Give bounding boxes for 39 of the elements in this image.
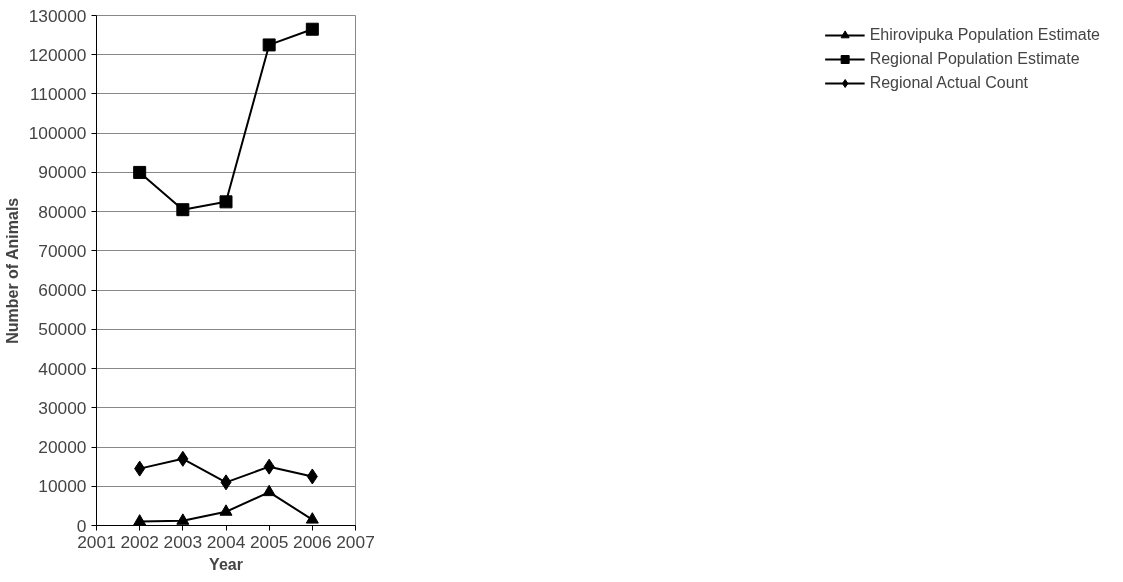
point: [263, 458, 275, 475]
legend-label: Regional Population Estimate: [869, 50, 1080, 68]
y-tick-label: 120000: [28, 44, 87, 65]
point: [262, 38, 276, 52]
y-tick-label: 130000: [28, 5, 87, 26]
point: [220, 474, 232, 491]
x-axis-title: Year: [209, 555, 243, 573]
point: [176, 513, 190, 525]
y-tick-label: 110000: [29, 83, 87, 104]
y-tick-label: 20000: [38, 437, 87, 458]
x-tick-label: 2004: [206, 531, 246, 552]
y-tick-label: 70000: [38, 240, 87, 261]
x-tick-label: 2007: [336, 531, 375, 552]
point: [219, 195, 233, 209]
point: [176, 203, 190, 217]
y-tick-label: 30000: [38, 397, 87, 418]
point: [177, 450, 189, 467]
point: [305, 22, 319, 36]
y-tick-label: 80000: [38, 201, 87, 222]
point: [134, 460, 146, 477]
point: [305, 512, 319, 524]
y-tick-label: 40000: [38, 358, 87, 379]
legend-label: Ehirovipuka Population Estimate: [869, 26, 1100, 44]
x-tick-label: 2003: [163, 531, 203, 552]
x-tick-label: 2002: [120, 531, 159, 552]
x-tick-label: 2005: [249, 531, 289, 552]
y-tick-label: 100000: [28, 123, 87, 144]
y-tick-label: 10000: [38, 476, 87, 497]
x-tick-label: 2006: [293, 531, 332, 552]
y-axis-title: Number of Animals: [3, 197, 21, 344]
y-tick-label: 90000: [38, 162, 87, 183]
y-tick-label: 50000: [38, 319, 87, 340]
point: [133, 165, 147, 179]
legend-label: Regional Actual Count: [869, 74, 1028, 92]
point: [133, 514, 147, 526]
point: [262, 484, 276, 497]
point: [219, 504, 233, 516]
point: [306, 468, 318, 485]
y-tick-label: 60000: [38, 280, 87, 301]
